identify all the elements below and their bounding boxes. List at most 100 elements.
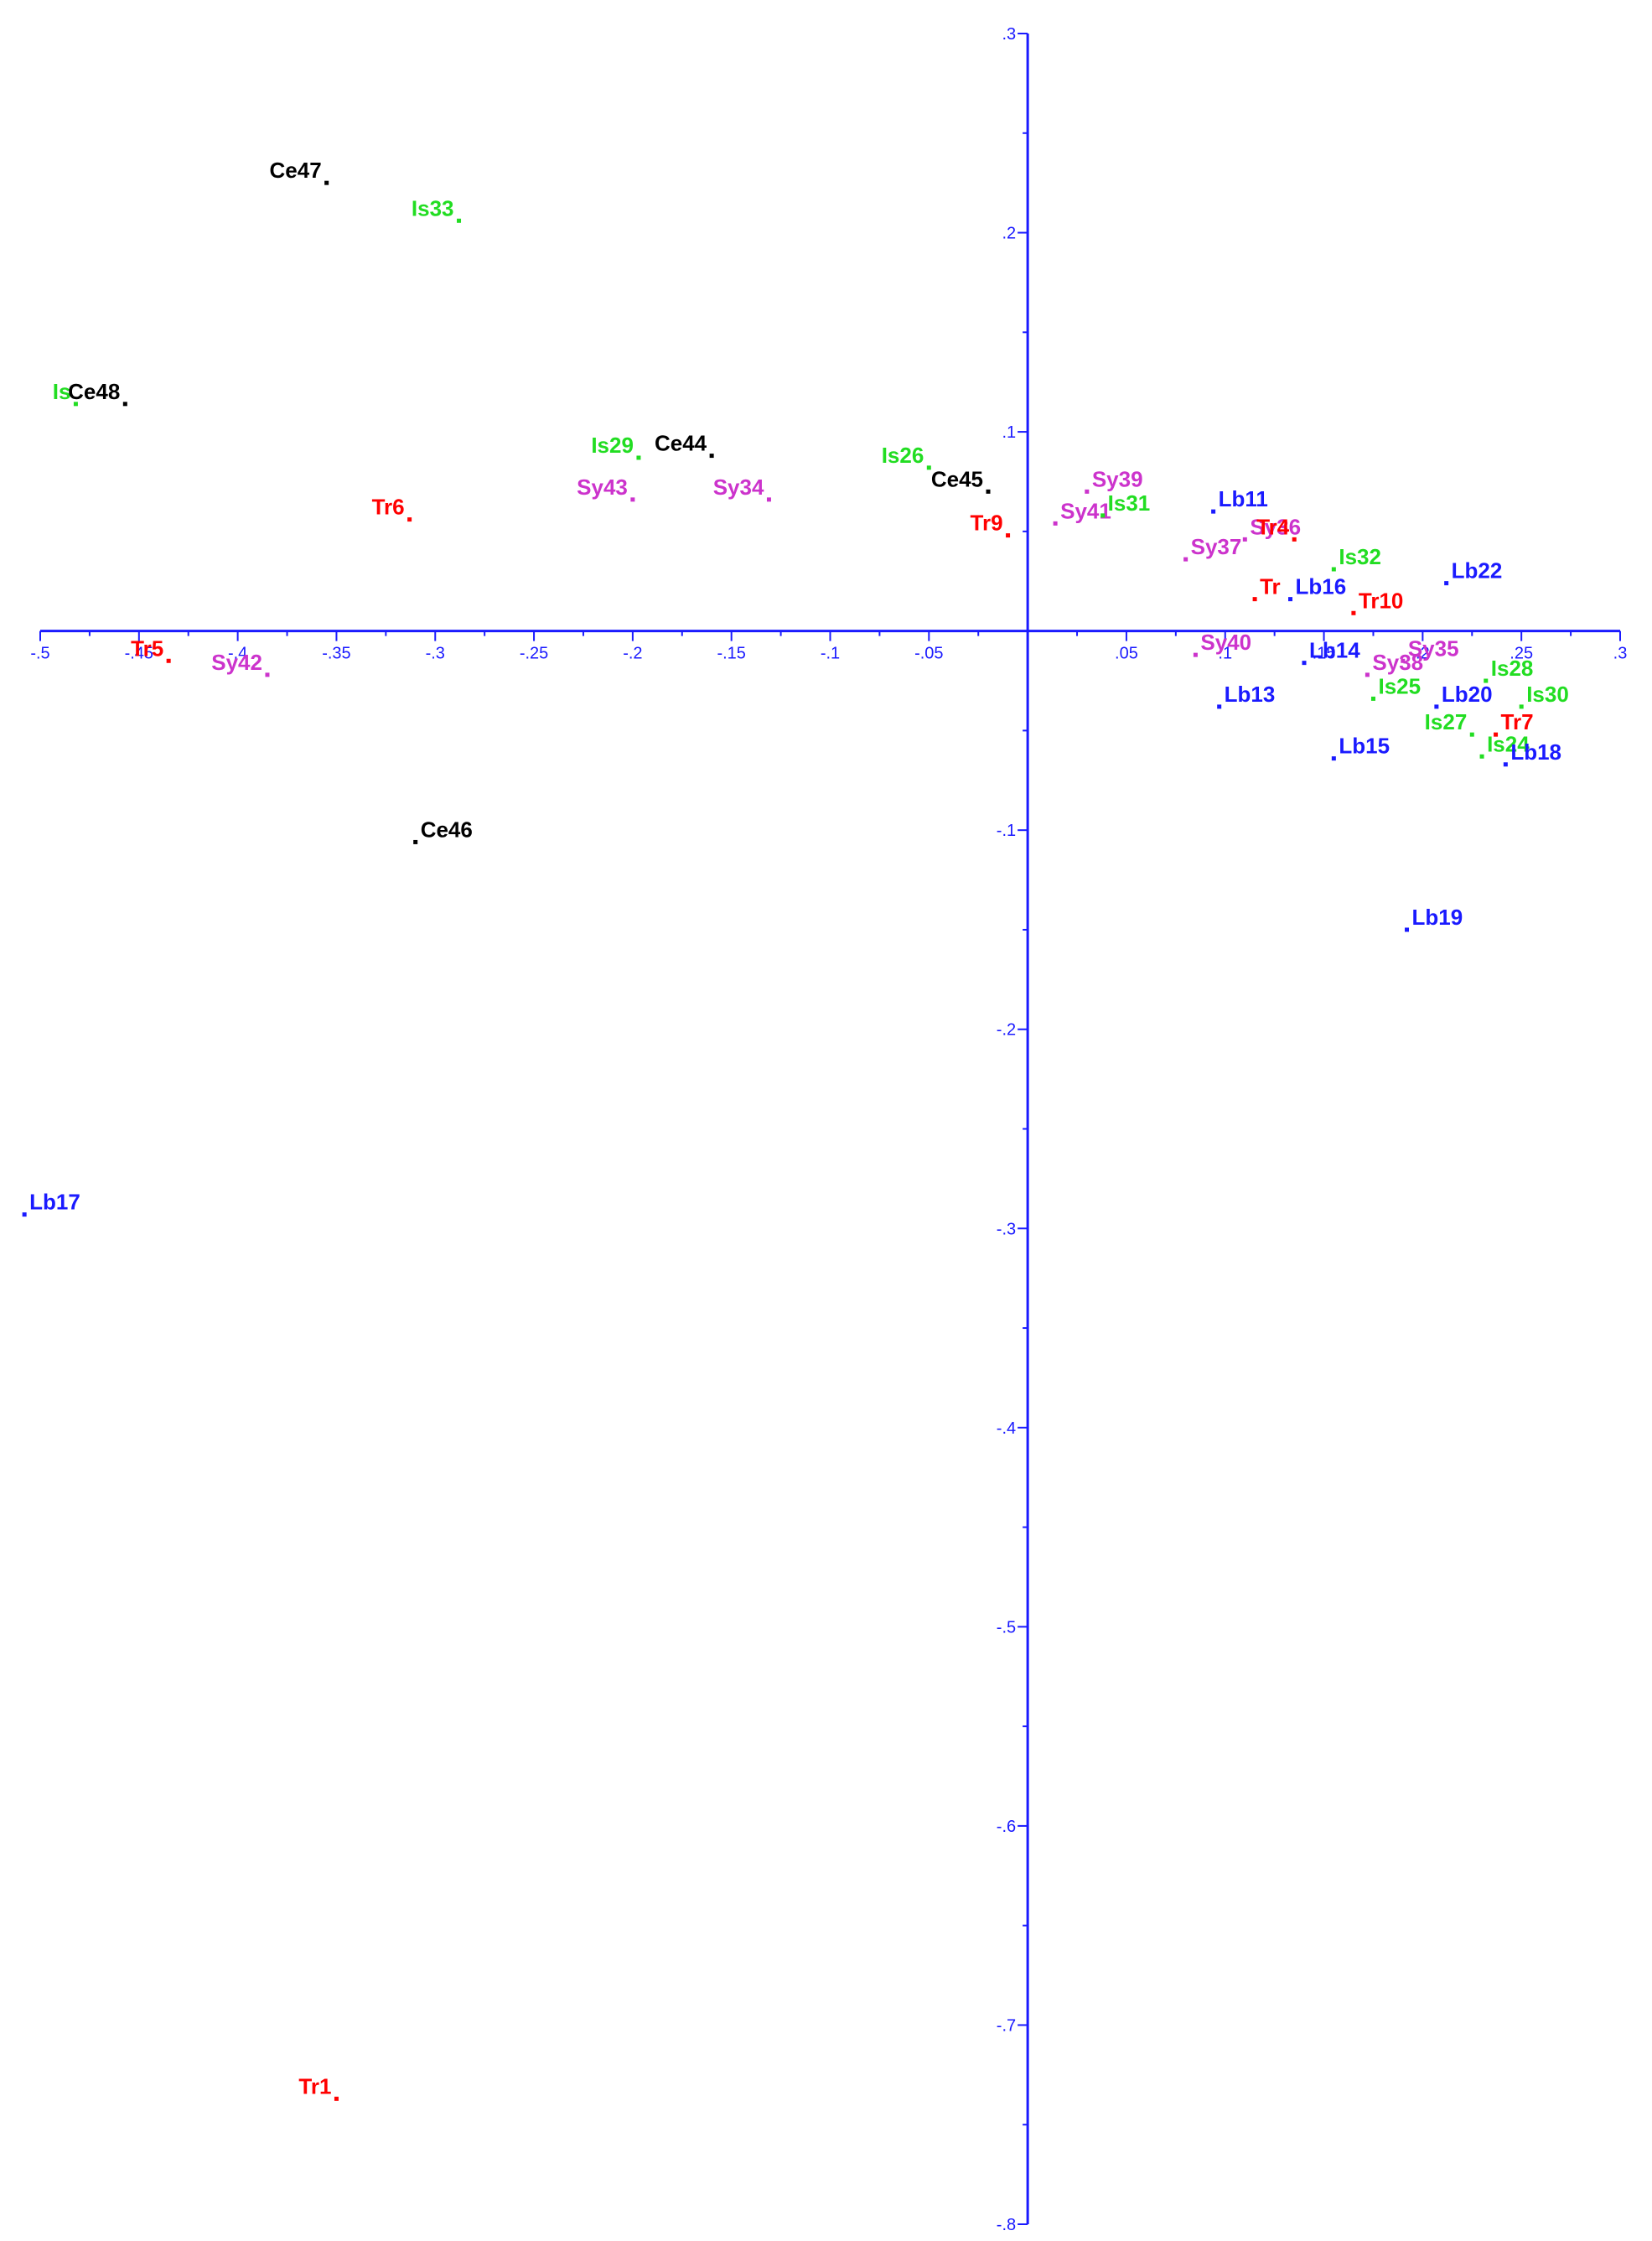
data-point-marker xyxy=(1193,652,1198,657)
data-point-marker xyxy=(1484,678,1489,683)
data-point-marker xyxy=(73,402,78,407)
data-point-label: Is26 xyxy=(882,443,924,468)
data-point-label: Is28 xyxy=(1491,656,1534,681)
data-point-marker xyxy=(926,465,931,470)
data-point-label: Sy34 xyxy=(713,475,764,500)
x-tick-label: .1 xyxy=(1218,645,1232,663)
data-point-marker xyxy=(334,2096,339,2101)
data-point-label: Ce47 xyxy=(270,158,322,183)
data-point-marker xyxy=(1503,762,1508,767)
data-point-label: Is25 xyxy=(1378,673,1421,698)
data-point-label: Tr9 xyxy=(971,511,1003,536)
y-tick-label: .3 xyxy=(1002,25,1016,44)
data-point-label: Tr10 xyxy=(1359,588,1404,613)
data-point-label: Tr7 xyxy=(1501,709,1534,734)
data-point-label: Lb22 xyxy=(1452,558,1503,584)
data-point-label: Tr5 xyxy=(131,635,163,661)
data-point-label: Is32 xyxy=(1339,544,1381,569)
data-point-label: Is xyxy=(53,379,71,404)
data-point-marker xyxy=(1365,672,1370,677)
data-point-marker xyxy=(986,489,991,494)
x-tick-label: -.25 xyxy=(520,645,548,663)
y-tick-label: -.7 xyxy=(997,2016,1016,2035)
data-point-label: Ce46 xyxy=(421,817,473,842)
data-point-marker xyxy=(1288,597,1293,602)
axes xyxy=(40,34,1620,2224)
y-tick-label: .1 xyxy=(1002,423,1016,442)
y-tick-label: -.5 xyxy=(997,1618,1016,1637)
y-tick-label: -.1 xyxy=(997,822,1016,840)
data-point-marker xyxy=(1100,513,1106,518)
data-point-label: Is31 xyxy=(1108,490,1151,516)
data-point-label: Is30 xyxy=(1526,682,1569,707)
x-tick-label: .05 xyxy=(1115,645,1138,663)
y-tick-label: -.4 xyxy=(997,1419,1016,1438)
data-point-marker xyxy=(122,402,127,407)
data-point-marker xyxy=(1331,567,1336,572)
x-tick-label: -.45 xyxy=(125,645,153,663)
x-tick-label: .2 xyxy=(1416,645,1430,663)
data-point-marker xyxy=(636,455,641,460)
data-point-marker xyxy=(1401,658,1406,663)
x-tick-label: -.2 xyxy=(623,645,642,663)
data-point-marker xyxy=(709,454,714,459)
data-point-label: Sy43 xyxy=(577,475,628,500)
data-point-marker xyxy=(1469,732,1474,737)
data-point-label: Sy40 xyxy=(1200,630,1251,655)
data-point-marker xyxy=(265,672,270,677)
data-point-marker xyxy=(1434,704,1439,709)
data-point-marker xyxy=(1331,756,1336,761)
x-tick-label: -.1 xyxy=(821,645,840,663)
ticks: -.5 -.45 -.4 -.35 -.3 -.25 -.2 -.15 -.1 -.05 .05 .1… xyxy=(30,25,1627,2234)
data-point-marker xyxy=(1302,661,1307,666)
data-point-label: Sy35 xyxy=(1408,635,1459,661)
data-point-marker xyxy=(1405,927,1410,932)
data-point-marker xyxy=(407,517,412,522)
data-point-marker xyxy=(324,180,329,185)
y-tick-label: -.6 xyxy=(997,1818,1016,1836)
data-point-marker xyxy=(1217,704,1222,709)
data-point-label: Tr xyxy=(1260,574,1281,599)
data-point-marker xyxy=(1519,704,1524,709)
data-point-label: Lb15 xyxy=(1339,734,1390,759)
x-tick-label: -.35 xyxy=(322,645,350,663)
y-tick-label: -.2 xyxy=(997,1021,1016,1040)
data-point-label: Tr1 xyxy=(298,2073,331,2098)
x-tick-label: .3 xyxy=(1613,645,1628,663)
data-point-marker xyxy=(1292,537,1297,542)
data-point-marker xyxy=(1252,597,1257,602)
y-tick-label: .2 xyxy=(1002,225,1016,243)
x-tick-label: -.3 xyxy=(426,645,445,663)
x-tick-label: -.4 xyxy=(228,645,247,663)
data-point-label: Lb18 xyxy=(1510,739,1561,765)
x-tick-label: -.5 xyxy=(30,645,49,663)
data-point-label: Lb13 xyxy=(1225,682,1276,707)
x-tick-label: .15 xyxy=(1313,645,1336,663)
data-point-label: Is29 xyxy=(591,433,634,458)
data-point-label: Is33 xyxy=(412,195,454,220)
data-point-marker xyxy=(1370,696,1375,701)
data-point-marker xyxy=(766,497,771,502)
data-point-label: Sy39 xyxy=(1092,466,1143,491)
data-point-label: Ce45 xyxy=(931,466,983,491)
data-point-marker xyxy=(22,1212,27,1217)
data-point-label: Lb17 xyxy=(29,1190,80,1215)
data-point-label: Is24 xyxy=(1487,731,1530,756)
data-point-marker xyxy=(1006,533,1011,538)
data-point-label: Is27 xyxy=(1425,709,1468,734)
data-point-label: Lb19 xyxy=(1412,905,1463,930)
data-point-label: Lb20 xyxy=(1442,682,1493,707)
data-point-label: Lb16 xyxy=(1296,574,1347,599)
data-point-label: Sy41 xyxy=(1060,498,1111,523)
data-point-label: Sy42 xyxy=(211,650,262,675)
data-point-marker xyxy=(630,497,635,502)
data-point-label: Sy37 xyxy=(1191,534,1242,559)
data-point-label: Lb11 xyxy=(1219,486,1268,511)
x-tick-label: -.05 xyxy=(914,645,943,663)
data-point-marker xyxy=(1494,732,1499,737)
data-point-label: Sy38 xyxy=(1372,650,1423,675)
data-point-marker xyxy=(1183,557,1189,562)
y-tick-label: -.8 xyxy=(997,2216,1016,2234)
